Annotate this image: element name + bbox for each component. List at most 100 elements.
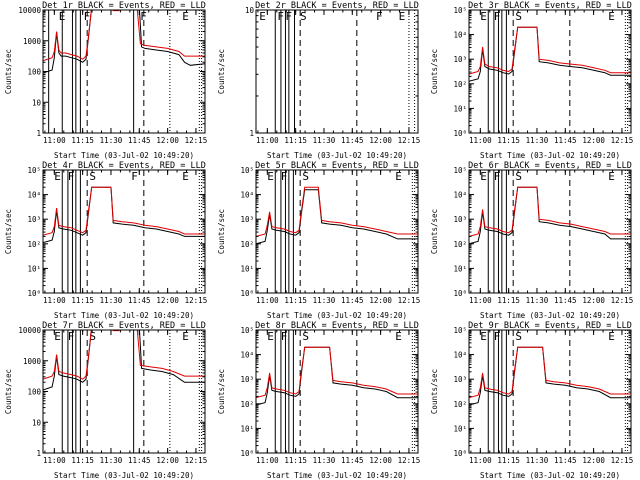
x-tick-label: 11:45 [128, 136, 151, 145]
chart-title: Det 3r BLACK = Events, RED = LLD [468, 1, 632, 11]
detector-panel-2r: Det 2r BLACK = Events, RED = LLD Counts/s… [213, 0, 426, 160]
plot-frame [42, 9, 206, 134]
x-axis-label: Start Time (03-Jul-02 10:49:20) [54, 311, 194, 320]
x-tick-label: 11:45 [341, 296, 364, 305]
event-marker-label: E [480, 170, 487, 183]
x-axis-label: Start Time (03-Jul-02 10:49:20) [54, 471, 194, 480]
x-tick-label: 12:00 [582, 456, 605, 465]
event-marker-label: F [281, 330, 288, 343]
x-tick-label: 12:15 [611, 296, 634, 305]
series-line-events [256, 346, 418, 406]
event-marker-label: F [131, 170, 138, 183]
y-tick-label: 10¹ [453, 264, 467, 273]
x-tick-label: 11:30 [100, 296, 123, 305]
x-tick-label: 11:15 [284, 456, 307, 465]
chart-svg: Det 7r BLACK = Events, RED = LLD Counts/s… [4, 321, 207, 480]
x-tick-label: 11:00 [256, 456, 279, 465]
series-line-lld [43, 330, 205, 380]
event-marker-label: S [515, 10, 522, 23]
chart-title: Det 5r BLACK = Events, RED = LLD [255, 161, 419, 171]
detector-panel-4r: Det 4r BLACK = Events, RED = LLD Counts/s… [0, 160, 213, 320]
plot-frame [42, 329, 206, 454]
y-tick-label: 10⁵ [453, 6, 467, 15]
x-tick-label: 12:00 [582, 136, 605, 145]
chart-svg: Det 1r BLACK = Events, RED = LLD Counts/s… [4, 1, 207, 160]
plot-frame [42, 169, 206, 294]
x-tick-label: 12:15 [398, 456, 421, 465]
y-tick-label: 1000 [23, 357, 42, 366]
chart-title: Det 2r BLACK = Events, RED = LLD [255, 1, 419, 11]
y-tick-label: 10⁴ [27, 191, 41, 200]
y-tick-label: 10³ [27, 215, 41, 224]
x-tick-label: 12:00 [369, 456, 392, 465]
event-marker-label: E [480, 10, 487, 23]
detector-panel-7r: Det 7r BLACK = Events, RED = LLD Counts/s… [0, 320, 213, 480]
x-tick-label: 12:15 [398, 296, 421, 305]
y-tick-label: 10³ [240, 375, 254, 384]
plot-frame [255, 169, 419, 294]
chart-title: Det 9r BLACK = Events, RED = LLD [468, 321, 632, 331]
x-tick-label: 11:00 [43, 296, 66, 305]
event-marker-label: F [494, 330, 501, 343]
event-marker-label: S [302, 330, 309, 343]
series-line-lld [469, 346, 631, 399]
event-marker-label: S [515, 170, 522, 183]
chart-title: Det 7r BLACK = Events, RED = LLD [42, 321, 206, 331]
detector-panel-3r: Det 3r BLACK = Events, RED = LLD Counts/s… [426, 0, 639, 160]
x-axis-label: Start Time (03-Jul-02 10:49:20) [267, 471, 407, 480]
detector-panel-8r: Det 8r BLACK = Events, RED = LLD Counts/s… [213, 320, 426, 480]
y-tick-label: 10² [453, 400, 467, 409]
y-tick-label: 10 [245, 6, 255, 15]
x-tick-label: 12:15 [398, 136, 421, 145]
series-line-lld [469, 26, 631, 75]
plot-frame [255, 9, 419, 134]
x-tick-label: 11:30 [313, 296, 336, 305]
x-tick-label: 11:15 [497, 296, 520, 305]
y-tick-label: 10⁴ [240, 351, 254, 360]
y-tick-label: 10⁴ [240, 191, 254, 200]
x-tick-label: 11:45 [554, 136, 577, 145]
chart-svg: Det 3r BLACK = Events, RED = LLD Counts/s… [430, 1, 633, 160]
y-tick-label: 10³ [453, 375, 467, 384]
x-tick-label: 11:15 [71, 296, 94, 305]
x-axis-label: Start Time (03-Jul-02 10:49:20) [480, 151, 620, 160]
event-marker-label: E [608, 170, 615, 183]
x-tick-label: 12:00 [369, 136, 392, 145]
y-tick-label: 10 [32, 98, 42, 107]
x-tick-label: 12:00 [369, 296, 392, 305]
y-tick-label: 10⁰ [240, 289, 254, 298]
x-tick-label: 11:30 [526, 456, 549, 465]
y-axis-label: Counts/sec [217, 209, 226, 254]
event-marker-label: F [140, 10, 147, 23]
y-tick-label: 100 [27, 388, 41, 397]
x-tick-label: 11:45 [341, 456, 364, 465]
x-tick-label: 11:45 [554, 456, 577, 465]
x-tick-label: 11:00 [469, 456, 492, 465]
plot-frame [468, 9, 632, 134]
x-tick-label: 11:00 [256, 136, 279, 145]
series-line-lld [469, 186, 631, 237]
event-marker-label: E [608, 10, 615, 23]
x-tick-label: 11:45 [554, 296, 577, 305]
event-marker-label: E [608, 330, 615, 343]
detector-panel-9r: Det 9r BLACK = Events, RED = LLD Counts/s… [426, 320, 639, 480]
chart-svg: Det 8r BLACK = Events, RED = LLD Counts/s… [217, 321, 421, 480]
y-tick-label: 10⁵ [240, 326, 254, 335]
x-tick-label: 11:45 [341, 136, 364, 145]
y-tick-label: 10³ [453, 215, 467, 224]
y-tick-label: 10¹ [240, 424, 254, 433]
y-tick-label: 10³ [240, 215, 254, 224]
y-tick-label: 10⁰ [453, 289, 467, 298]
event-marker-label: E [480, 330, 487, 343]
y-tick-label: 10³ [453, 55, 467, 64]
x-tick-label: 11:15 [284, 136, 307, 145]
y-tick-label: 10⁵ [240, 166, 254, 175]
x-tick-label: 11:15 [284, 296, 307, 305]
event-marker-label: E [395, 330, 402, 343]
event-marker-label: F [68, 170, 75, 183]
y-tick-label: 10000 [18, 326, 41, 335]
y-tick-label: 10⁵ [27, 166, 41, 175]
plot-frame [255, 329, 419, 454]
